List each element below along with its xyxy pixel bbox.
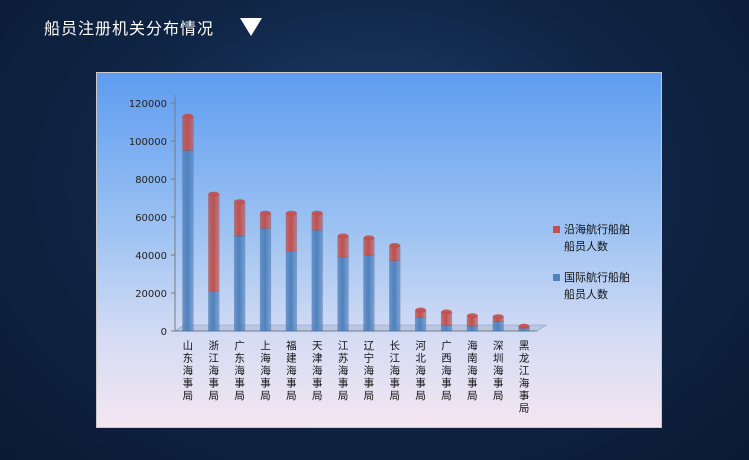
bar-international-10 <box>440 325 453 332</box>
category-label: 黑龙江海事局 <box>519 340 530 415</box>
bar-international-7 <box>363 254 375 332</box>
bar-cap <box>389 243 401 248</box>
category-label: 海南海事局 <box>467 339 478 402</box>
chart-floor <box>174 324 547 332</box>
bar-cap <box>182 113 194 119</box>
bar-cap <box>492 314 504 320</box>
category-label: 福建海事局 <box>286 339 297 402</box>
bar-cap <box>260 210 271 216</box>
bar-cap <box>415 307 427 313</box>
bar-international-2 <box>233 235 246 332</box>
bar-coastal-5 <box>311 212 323 231</box>
bar-coastal-0 <box>182 116 194 151</box>
page-title: 船员注册机关分布情况 <box>44 19 215 38</box>
bar-cap <box>234 199 246 205</box>
category-label: 天津海事局 <box>312 340 323 402</box>
bar-coastal-6 <box>337 235 349 258</box>
category-label: 山东海事局 <box>183 340 194 402</box>
bar-coastal-2 <box>233 201 246 237</box>
bar-coastal-7 <box>363 237 375 256</box>
bar-international-11 <box>466 326 479 332</box>
bar-cap <box>518 323 530 329</box>
legend-label: 沿海航行船舶船员人数 <box>564 222 630 253</box>
bar-international-8 <box>389 260 401 332</box>
category-label: 广东海事局 <box>234 340 245 402</box>
bar-cap <box>337 233 349 239</box>
y-tick-label: 20000 <box>135 289 167 300</box>
y-tick-label: 60000 <box>135 213 167 224</box>
bar-international-5 <box>311 230 323 332</box>
bar-international-4 <box>285 250 298 332</box>
header: 船员注册机关分布情况 <box>44 12 263 42</box>
y-tick-label: 100000 <box>129 137 167 148</box>
bar-international-9 <box>414 317 427 332</box>
category-label: 江苏海事局 <box>338 340 349 402</box>
legend-swatch <box>553 274 560 281</box>
bar-cap <box>208 191 220 197</box>
bar-cap <box>363 235 375 241</box>
category-labels: 山东海事局 浙江海事局 广东海事局 上海海事局 福建海事局 天津海事局 江苏海事局 辽宁海事局… <box>183 339 530 415</box>
bar-international-12 <box>492 321 504 332</box>
category-label: 长江海事局 <box>390 340 401 402</box>
chart-panel: 0 20000 40000 60000 80000 100000 120000 山东海事局 浙… <box>96 72 662 428</box>
stacked-bar-chart: 0 20000 40000 60000 80000 100000 120000 山东海事局 浙… <box>129 95 630 415</box>
chart-bars <box>182 113 530 332</box>
bar-cap <box>441 309 452 315</box>
bar-cap <box>311 210 323 216</box>
bar-international-3 <box>259 228 272 332</box>
bar-international-0 <box>182 150 194 332</box>
category-label: 上海海事局 <box>260 340 271 402</box>
triangle-down-icon[interactable] <box>240 18 263 36</box>
bar-international-1 <box>208 290 220 332</box>
bar-international-6 <box>337 256 349 332</box>
category-label: 河北海事局 <box>415 340 426 402</box>
category-label: 广西海事局 <box>441 340 452 402</box>
y-tick-label: 0 <box>161 327 167 338</box>
bar-coastal-4 <box>285 212 298 252</box>
legend-swatch <box>553 226 560 233</box>
bar-cap <box>285 210 297 216</box>
bar-coastal-1 <box>208 193 220 292</box>
y-tick-label: 40000 <box>135 251 167 262</box>
legend-label: 国际航行船舶船员人数 <box>564 270 630 301</box>
category-label: 浙江海事局 <box>209 340 220 402</box>
category-label: 深圳海事局 <box>493 340 504 402</box>
y-tick-label: 120000 <box>129 99 167 110</box>
bar-cap <box>466 313 478 319</box>
category-label: 辽宁海事局 <box>364 340 375 402</box>
y-tick-label: 80000 <box>135 175 167 186</box>
